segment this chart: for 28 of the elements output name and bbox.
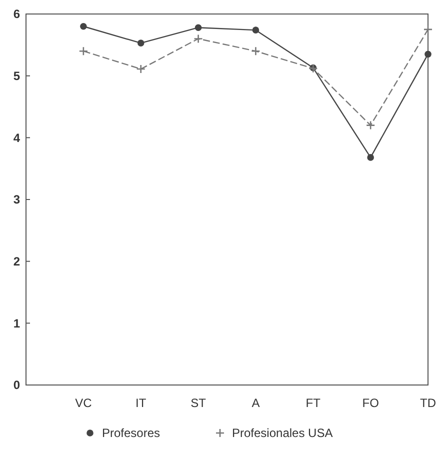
x-tick-label: VC bbox=[75, 396, 92, 410]
x-tick-label: IT bbox=[136, 396, 147, 410]
x-tick-label: A bbox=[252, 396, 260, 410]
legend-label: Profesionales USA bbox=[232, 426, 333, 440]
y-tick-label: 2 bbox=[13, 254, 20, 269]
point bbox=[252, 26, 260, 34]
point bbox=[251, 46, 260, 56]
point bbox=[137, 40, 144, 46]
point bbox=[80, 22, 87, 30]
y-tick-label: 6 bbox=[13, 7, 20, 22]
x-tick-label: TD bbox=[420, 396, 436, 410]
point bbox=[367, 154, 374, 161]
y-tick-label: 5 bbox=[13, 69, 20, 84]
legend-label: Profesores bbox=[102, 426, 160, 440]
point bbox=[194, 24, 202, 32]
point bbox=[424, 50, 432, 58]
x-tick-label: FT bbox=[306, 396, 322, 410]
x-tick-label: FO bbox=[362, 396, 379, 410]
point bbox=[366, 120, 376, 130]
y-tick-label: 4 bbox=[13, 130, 20, 145]
y-tick-label: 0 bbox=[13, 378, 20, 392]
x-tick-label: ST bbox=[190, 396, 207, 410]
y-tick-label: 1 bbox=[13, 316, 20, 330]
point bbox=[423, 24, 433, 34]
point bbox=[136, 64, 146, 74]
point bbox=[78, 46, 88, 56]
y-tick-label: 3 bbox=[13, 192, 20, 207]
point bbox=[194, 34, 203, 44]
